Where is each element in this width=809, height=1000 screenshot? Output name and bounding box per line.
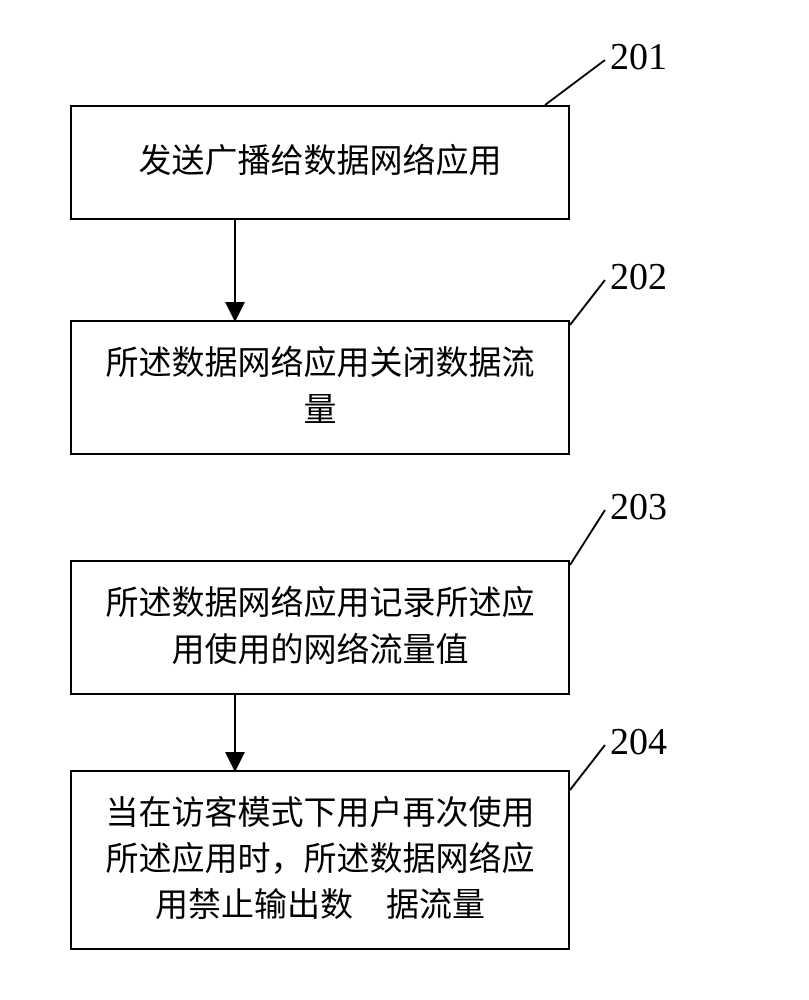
flow-box-4: 当在访客模式下用户再次使用所述应用时，所述数据网络应用禁止输出数 据流量	[70, 770, 570, 950]
step-label-1: 201	[610, 35, 667, 79]
flow-box-text: 发送广播给数据网络应用	[139, 139, 502, 185]
flow-box-text: 当在访客模式下用户再次使用所述应用时，所述数据网络应用禁止输出数 据流量	[92, 791, 548, 930]
step-label-3: 203	[610, 485, 667, 529]
flow-box-3: 所述数据网络应用记录所述应用使用的网络流量值	[70, 560, 570, 695]
flow-box-1: 发送广播给数据网络应用	[70, 105, 570, 220]
flow-box-2: 所述数据网络应用关闭数据流量	[70, 320, 570, 455]
step-label-4: 204	[610, 720, 667, 764]
flow-box-text: 所述数据网络应用关闭数据流量	[92, 341, 548, 433]
flow-box-text: 所述数据网络应用记录所述应用使用的网络流量值	[92, 581, 548, 673]
step-label-2: 202	[610, 255, 667, 299]
